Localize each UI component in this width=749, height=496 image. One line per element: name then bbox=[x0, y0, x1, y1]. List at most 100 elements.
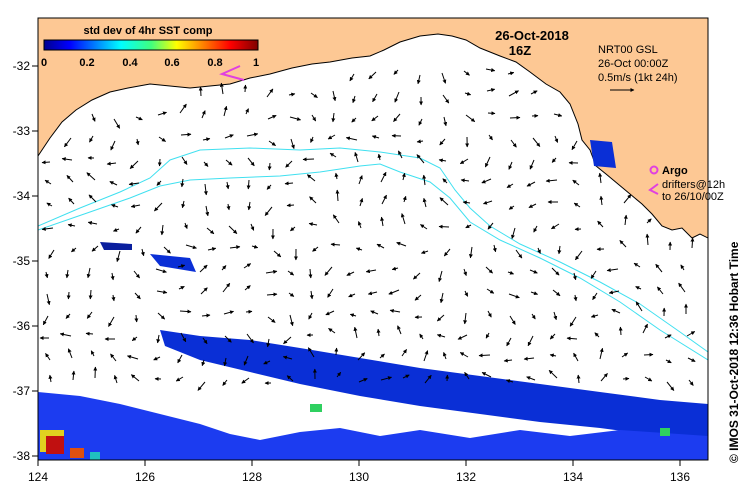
current-arrow bbox=[157, 111, 167, 116]
current-arrow bbox=[533, 225, 538, 233]
current-arrow bbox=[241, 377, 250, 384]
current-arrow bbox=[598, 172, 603, 184]
current-arrow bbox=[221, 265, 227, 271]
current-arrow bbox=[573, 294, 578, 302]
current-arrow bbox=[345, 136, 358, 141]
current-arrow bbox=[416, 154, 425, 164]
current-arrow bbox=[422, 197, 427, 208]
current-arrow bbox=[611, 308, 621, 314]
current-arrow bbox=[243, 84, 248, 93]
current-arrow bbox=[421, 250, 429, 255]
current-arrow bbox=[599, 347, 604, 360]
current-arrow bbox=[129, 160, 139, 169]
current-arrow bbox=[507, 71, 515, 76]
current-arrow bbox=[245, 309, 253, 314]
current-arrow bbox=[157, 158, 162, 167]
current-arrow bbox=[401, 172, 406, 181]
current-arrow bbox=[154, 202, 163, 212]
current-arrow bbox=[116, 250, 121, 262]
current-arrow bbox=[355, 247, 363, 252]
current-arrow bbox=[223, 357, 228, 367]
current-arrow bbox=[530, 291, 538, 296]
current-arrow bbox=[358, 378, 368, 383]
current-arrow bbox=[508, 293, 520, 299]
current-arrow bbox=[289, 314, 294, 327]
current-arrow bbox=[109, 181, 118, 186]
current-arrow bbox=[532, 137, 541, 147]
current-arrow bbox=[225, 181, 230, 190]
current-arrow bbox=[198, 86, 203, 97]
current-arrow bbox=[286, 203, 295, 208]
current-arrow bbox=[67, 223, 76, 228]
current-arrow bbox=[66, 175, 74, 183]
current-arrow bbox=[130, 374, 140, 382]
latitude-axis: -32 -33 -34 -35 -36 -37 -38 bbox=[13, 59, 38, 463]
current-arrow bbox=[309, 196, 317, 204]
current-arrow bbox=[381, 194, 387, 205]
current-arrow bbox=[354, 152, 359, 163]
current-arrow bbox=[459, 158, 469, 165]
current-arrow bbox=[135, 138, 140, 146]
current-arrow bbox=[464, 290, 469, 297]
current-arrow bbox=[618, 326, 623, 336]
current-arrow bbox=[309, 290, 314, 300]
current-arrow bbox=[401, 349, 408, 357]
drifter-label: drifters@12h bbox=[662, 179, 725, 191]
analysis-time: 26-Oct 00:00Z bbox=[598, 58, 669, 70]
current-arrow bbox=[439, 197, 449, 206]
current-arrow bbox=[65, 313, 71, 319]
current-arrow bbox=[330, 242, 341, 247]
current-arrow bbox=[633, 262, 641, 268]
current-arrow bbox=[590, 314, 599, 318]
current-arrow bbox=[202, 337, 208, 345]
current-arrow bbox=[111, 294, 116, 302]
current-arrow bbox=[308, 222, 318, 227]
current-arrow bbox=[509, 315, 516, 325]
lon-tick-label: 134 bbox=[563, 470, 583, 484]
current-arrow bbox=[156, 180, 162, 186]
current-arrow bbox=[324, 266, 333, 276]
current-arrow bbox=[644, 376, 653, 382]
current-arrow bbox=[353, 326, 358, 339]
current-arrow bbox=[175, 376, 184, 382]
current-arrow bbox=[332, 90, 337, 102]
current-arrow bbox=[223, 105, 228, 117]
current-arrow bbox=[459, 352, 469, 358]
shelf-contour-outer bbox=[38, 163, 708, 361]
current-arrow bbox=[529, 159, 535, 170]
lat-tick-label: -32 bbox=[13, 59, 31, 73]
current-arrow bbox=[334, 347, 339, 356]
current-arrow bbox=[678, 282, 686, 293]
current-arrow bbox=[622, 376, 630, 381]
current-arrow bbox=[86, 311, 93, 319]
current-arrow bbox=[229, 245, 241, 250]
current-arrow bbox=[371, 135, 380, 139]
current-arrow bbox=[481, 178, 492, 184]
current-arrow bbox=[380, 216, 385, 227]
argo-float-marker bbox=[649, 165, 659, 175]
current-arrow bbox=[402, 374, 410, 379]
current-arrow bbox=[179, 309, 192, 314]
current-arrow bbox=[600, 373, 608, 382]
current-arrow bbox=[91, 113, 96, 122]
current-arrow bbox=[481, 371, 492, 378]
colorbar: std dev of 4hr SST comp 0 0.2 0.4 0.6 0.… bbox=[41, 25, 259, 69]
current-arrow bbox=[290, 138, 295, 149]
current-arrow bbox=[391, 266, 399, 271]
current-arrow bbox=[506, 337, 512, 347]
current-arrow bbox=[379, 353, 385, 359]
current-arrow bbox=[128, 181, 140, 186]
lon-tick-label: 126 bbox=[135, 470, 155, 484]
current-arrow bbox=[553, 311, 558, 321]
current-arrow bbox=[590, 270, 597, 279]
current-arrow bbox=[526, 376, 536, 381]
current-arrow bbox=[483, 200, 493, 205]
current-arrow bbox=[485, 266, 493, 274]
current-arrow bbox=[285, 160, 293, 168]
current-arrow bbox=[185, 244, 197, 250]
current-arrow bbox=[665, 359, 672, 364]
current-arrow bbox=[327, 288, 334, 298]
current-arrow bbox=[510, 139, 517, 148]
lat-tick-label: -33 bbox=[13, 124, 31, 138]
current-arrow bbox=[508, 205, 515, 210]
